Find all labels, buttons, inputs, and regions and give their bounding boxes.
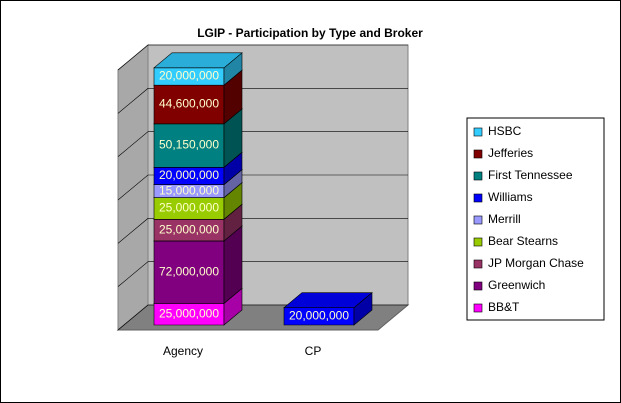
legend-label: JP Morgan Chase — [488, 256, 584, 270]
legend-swatch — [473, 281, 483, 291]
legend-label: HSBC — [488, 124, 522, 138]
bar-top — [153, 52, 243, 69]
data-label: 20,000,000 — [159, 168, 219, 182]
legend-swatch — [473, 193, 483, 203]
legend-swatch — [473, 215, 483, 225]
x-tick-label: CP — [305, 344, 322, 358]
legend-swatch — [473, 237, 483, 247]
chart-title: LGIP - Participation by Type and Broker — [197, 26, 423, 40]
legend-label: Bear Stearns — [488, 234, 558, 248]
legend-swatch — [473, 149, 483, 159]
data-label: 50,150,000 — [159, 138, 219, 152]
legend-label: BB&T — [488, 300, 520, 314]
grid-line — [117, 44, 408, 71]
legend-label: Merrill — [488, 212, 521, 226]
grid-line — [117, 88, 408, 114]
grid-line — [117, 131, 408, 157]
legend-swatch — [473, 259, 483, 269]
legend — [466, 117, 605, 321]
bar-segment — [283, 292, 373, 326]
legend-swatch — [473, 171, 483, 181]
data-label: 72,000,000 — [159, 264, 219, 278]
grid-line — [117, 261, 408, 287]
data-label: 15,000,000 — [159, 183, 219, 197]
grid-line — [117, 174, 408, 201]
legend-label: Greenwich — [488, 278, 545, 292]
legend-label: Jefferies — [488, 146, 533, 160]
data-label: 20,000,000 — [289, 309, 349, 323]
grid-line — [117, 218, 408, 244]
x-tick-label: Agency — [163, 344, 203, 358]
legend-label: First Tennessee — [488, 168, 573, 182]
data-label: 25,000,000 — [159, 201, 219, 215]
data-label: 44,600,000 — [159, 97, 219, 111]
legend-label: Williams — [488, 190, 533, 204]
bar-segment — [153, 52, 243, 86]
data-label: 20,000,000 — [159, 69, 219, 83]
data-label: 25,000,000 — [159, 306, 219, 320]
legend-swatch — [473, 127, 483, 137]
legend-swatch — [473, 303, 483, 313]
data-label: 25,000,000 — [159, 222, 219, 236]
bar-top — [283, 292, 373, 308]
